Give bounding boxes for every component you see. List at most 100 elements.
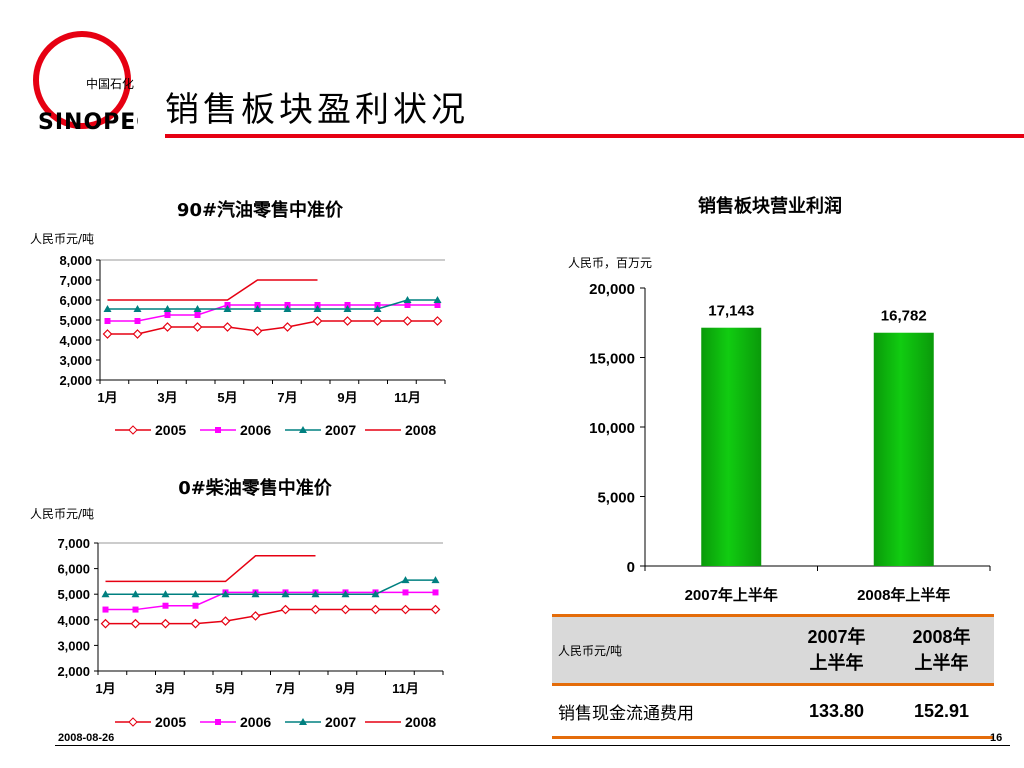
point-2005 (430, 604, 441, 615)
point-2007 (223, 305, 232, 312)
footer-date: 2008-08-26 (58, 732, 115, 744)
x-tick-label: 7月 (277, 390, 297, 405)
page-number: 16 (990, 732, 1003, 744)
point-2006 (134, 318, 141, 324)
point-2005 (190, 618, 201, 629)
y-tick-label: 3,000 (59, 353, 92, 368)
y-tick-label: 6,000 (57, 562, 90, 577)
point-2005 (372, 316, 383, 326)
header-2008-half: 上半年 (914, 653, 969, 673)
point-2005 (400, 604, 411, 615)
profit-unit-label: 人民币，百万元 (568, 256, 653, 270)
table-row: 销售现金流通费用 133.80 152.91 (552, 684, 994, 739)
point-2007 (253, 305, 262, 312)
point-2006 (102, 606, 109, 613)
legend-label-2007: 2007 (325, 422, 356, 438)
point-2007 (373, 305, 382, 312)
legend-label-2008: 2008 (405, 422, 436, 438)
point-2006 (404, 302, 411, 308)
row-label: 销售现金流通费用 (552, 684, 784, 739)
legend-marker-2006 (215, 719, 221, 725)
point-2007 (103, 305, 112, 312)
header-2008-year: 2008年 (912, 627, 971, 647)
logo-en-text: SINOPEC (38, 110, 138, 135)
x-tick-label: 3月 (157, 390, 177, 405)
bar-value-label: 17,143 (708, 303, 754, 320)
point-2007 (371, 590, 380, 598)
y-tick-label: 3,000 (57, 638, 90, 653)
legend-marker-2007 (299, 718, 307, 725)
point-2005 (130, 618, 141, 629)
point-2005 (222, 322, 233, 332)
bar-category-label: 2007年上半年 (685, 586, 778, 604)
y-tick-label: 4,000 (59, 333, 92, 348)
x-tick-label: 5月 (215, 681, 235, 696)
point-2007 (281, 590, 290, 598)
table-header-row: 人民币元/吨 2007年 上半年 2008年 上半年 (552, 614, 994, 686)
series-line-2007 (107, 299, 438, 310)
point-2005 (160, 618, 171, 629)
y-tick-label: 2,000 (57, 664, 90, 679)
logo-cn-text: 中国石化 (86, 76, 134, 91)
diesel-unit-label: 人民币元/吨 (30, 507, 95, 521)
point-2006 (194, 312, 201, 318)
legend-label-2008: 2008 (405, 714, 436, 730)
point-2005 (312, 316, 323, 326)
header-2007-year: 2007年 (807, 627, 866, 647)
plot-area (100, 260, 445, 380)
point-2005 (162, 322, 173, 332)
legend-label-2006: 2006 (240, 714, 271, 730)
point-2006 (132, 606, 139, 613)
point-2006 (434, 302, 441, 308)
gasoline-price-chart: 2,000 3,000 4,000 5,000 6,000 7,000 8,000 1月 3月 5… (59, 253, 446, 438)
bar-y-tick-label: 0 (627, 559, 635, 576)
legend-label-2007: 2007 (325, 714, 356, 730)
gasoline-unit-label: 人民币元/吨 (30, 232, 95, 246)
point-2006 (432, 589, 439, 596)
point-2007 (221, 590, 230, 598)
y-tick-label: 2,000 (59, 373, 92, 388)
y-tick-label: 6,000 (59, 293, 92, 308)
point-2006 (164, 312, 171, 318)
x-tick-label: 1月 (97, 390, 117, 405)
bar-category-label: 2008年上半年 (857, 586, 950, 604)
point-2007 (341, 590, 350, 598)
legend-label-2005: 2005 (155, 422, 186, 438)
header-2007-half: 上半年 (809, 653, 864, 673)
point-2005 (342, 316, 353, 326)
series-line-2005 (105, 608, 436, 625)
point-2005 (282, 322, 293, 332)
point-2005 (192, 322, 203, 332)
operating-profit-chart: 0 5,000 10,000 15,000 20,000 17,143 2007年上半年 16… (589, 281, 991, 604)
point-2005 (370, 604, 381, 615)
bar-1 (873, 332, 934, 566)
point-2007 (251, 590, 260, 598)
point-2005 (132, 329, 143, 339)
bar-value-label: 16,782 (881, 308, 927, 325)
point-2005 (432, 316, 443, 326)
point-2007 (133, 305, 142, 312)
y-tick-label: 7,000 (57, 536, 90, 551)
row-value-2008: 152.91 (889, 684, 994, 739)
x-tick-label: 3月 (155, 681, 175, 696)
point-2007 (431, 576, 440, 584)
point-2005 (280, 604, 291, 615)
y-tick-label: 8,000 (59, 253, 92, 268)
point-2007 (403, 296, 412, 303)
y-tick-label: 5,000 (59, 313, 92, 328)
point-2007 (101, 590, 110, 598)
point-2005 (220, 616, 231, 626)
table-header-2008: 2008年 上半年 (889, 614, 994, 686)
x-tick-label: 1月 (95, 681, 115, 696)
point-2006 (192, 602, 199, 609)
legend-marker-2005 (128, 425, 138, 435)
profit-chart-title: 销售板块营业利润 (698, 196, 842, 217)
diesel-price-chart: 2,000 3,000 4,000 5,000 6,000 7,000 1月 3月 5月 7月 9月… (57, 536, 444, 730)
row-value-2007: 133.80 (784, 684, 889, 739)
logo-ring (33, 31, 131, 129)
x-tick-label: 9月 (335, 681, 355, 696)
point-2005 (250, 611, 261, 621)
y-tick-label: 5,000 (57, 587, 90, 602)
table-header-2007: 2007年 上半年 (784, 614, 889, 686)
point-2005 (310, 604, 321, 615)
